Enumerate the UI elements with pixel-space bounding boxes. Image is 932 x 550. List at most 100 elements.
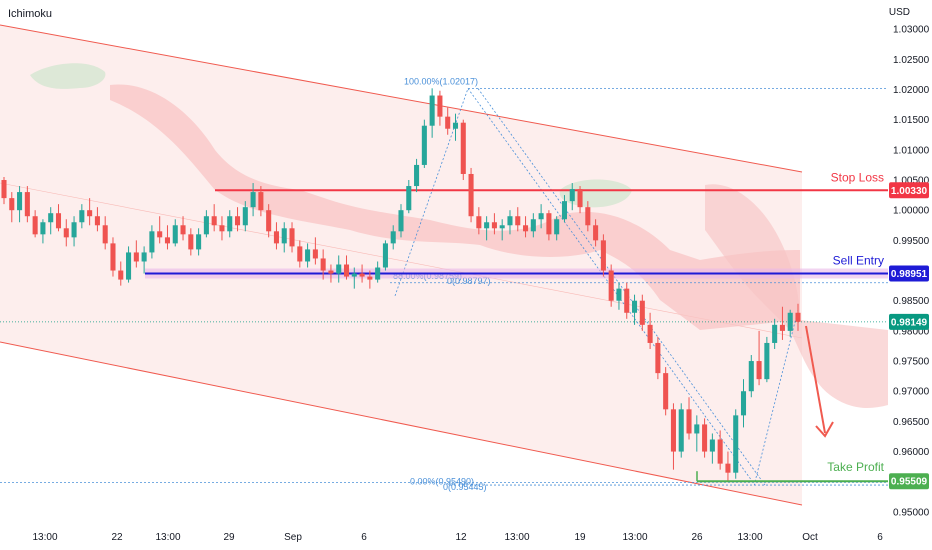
candle-body xyxy=(110,243,116,271)
candle-body xyxy=(398,210,404,232)
candle-body xyxy=(234,216,241,226)
candle-body xyxy=(382,243,388,268)
indicator-title[interactable]: Ichimoku xyxy=(8,8,53,20)
candle-body xyxy=(180,225,186,235)
current-price-box-text: 0.98149 xyxy=(891,317,928,328)
sell-entry-price-box: 0.98951 xyxy=(889,265,929,282)
y-tick-label: 1.01000 xyxy=(893,145,930,156)
candle xyxy=(787,309,793,337)
sell-arrow-shaft xyxy=(805,325,826,434)
sell-entry-price-box-bg xyxy=(889,265,929,282)
y-tick-label: 0.98500 xyxy=(893,296,930,307)
candle xyxy=(406,180,412,214)
candle xyxy=(343,255,350,280)
candle xyxy=(569,183,575,211)
candle xyxy=(328,264,334,283)
candle-body xyxy=(305,249,311,262)
candle-body xyxy=(577,189,583,208)
candle-body xyxy=(40,222,46,235)
candle-body xyxy=(48,213,54,223)
candle xyxy=(219,216,225,241)
candle xyxy=(717,430,723,470)
candle-body xyxy=(94,216,100,226)
candle-body xyxy=(554,219,560,235)
candle xyxy=(639,294,645,331)
candle xyxy=(48,207,54,235)
currency-label: USD xyxy=(888,7,910,18)
y-tick-label: 0.98000 xyxy=(893,326,930,337)
candle-body xyxy=(460,122,466,174)
candle-body xyxy=(281,228,287,244)
candle xyxy=(273,222,279,250)
stop-loss-price-box: 1.00330 xyxy=(889,182,929,199)
candle-body xyxy=(507,216,513,226)
candle xyxy=(694,415,700,452)
candle xyxy=(398,204,404,238)
candle-body xyxy=(756,361,762,380)
candle-body xyxy=(437,95,443,117)
x-tick-label: Oct xyxy=(802,532,818,543)
fib-trend-line-c xyxy=(394,88,469,297)
candle-body xyxy=(787,312,793,331)
candle xyxy=(421,119,427,168)
candle-body xyxy=(133,252,139,262)
candle-body xyxy=(608,270,614,301)
candle xyxy=(725,451,731,481)
stop-loss-label: Stop Loss xyxy=(831,170,884,184)
candle xyxy=(593,219,599,247)
candle-body xyxy=(328,270,334,274)
candle-body xyxy=(359,273,365,277)
candle-body xyxy=(748,361,754,392)
candle-body xyxy=(725,463,731,473)
candle-body xyxy=(24,192,30,217)
candle xyxy=(87,198,93,226)
candle-body xyxy=(639,300,645,325)
candle xyxy=(585,201,591,232)
candle xyxy=(616,282,622,310)
candle xyxy=(32,210,38,238)
candle-body xyxy=(266,210,272,232)
candle-body xyxy=(468,173,474,217)
y-tick-label: 0.99500 xyxy=(893,236,930,247)
candle xyxy=(157,216,163,244)
fib-label-bottom: 0.00%(0.95490) xyxy=(410,476,474,486)
x-tick-label: 12 xyxy=(455,532,467,543)
y-tick-label: 0.95000 xyxy=(893,507,930,518)
candle xyxy=(320,249,326,280)
candle xyxy=(772,318,778,349)
candle-body xyxy=(694,424,700,434)
candle-body xyxy=(670,409,676,452)
candle xyxy=(94,207,100,232)
candle xyxy=(351,267,357,289)
candle xyxy=(663,367,669,416)
candle xyxy=(686,397,692,440)
candle xyxy=(266,204,272,238)
candle xyxy=(484,216,490,241)
candle-body xyxy=(351,273,357,277)
candle-body xyxy=(55,213,62,229)
candle-body xyxy=(172,225,178,244)
x-tick-label: Sep xyxy=(284,532,302,543)
channel-upper-line xyxy=(0,24,803,173)
candle xyxy=(281,222,287,253)
channel-lower-line xyxy=(0,341,803,506)
candle xyxy=(203,210,209,238)
candle-body xyxy=(343,264,350,277)
candle xyxy=(709,433,715,464)
sell-entry-label: Sell Entry xyxy=(833,253,884,267)
candle-body xyxy=(499,225,505,229)
x-tick-label: 22 xyxy=(111,532,123,543)
take-profit-price-box-bg xyxy=(889,473,929,490)
stop-loss-price-box-bg xyxy=(889,182,929,199)
candle xyxy=(305,243,311,268)
candle-body xyxy=(452,122,459,129)
candle xyxy=(55,204,62,232)
candle-body xyxy=(227,216,233,232)
candle xyxy=(655,336,661,380)
candle-body xyxy=(242,207,248,226)
candle xyxy=(452,113,459,141)
x-tick-label: 6 xyxy=(877,532,883,543)
trade-levels: Stop Loss Sell Entry Take Profit xyxy=(0,170,888,483)
candle-body xyxy=(367,276,373,280)
